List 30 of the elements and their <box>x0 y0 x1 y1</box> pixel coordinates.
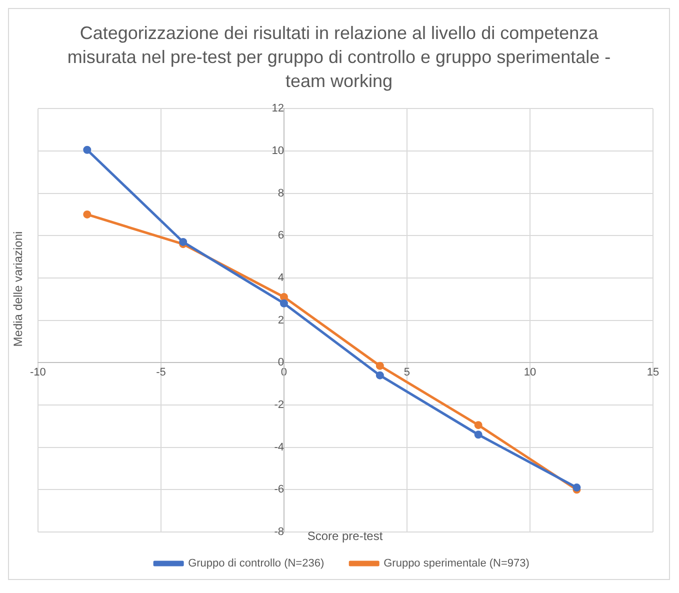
y-axis-title: Media delle variazioni <box>11 231 25 347</box>
y-tick-label: -4 <box>274 441 284 454</box>
y-tick-label: 10 <box>272 144 284 157</box>
x-tick-label: 15 <box>646 366 660 378</box>
x-tick-label: 10 <box>524 366 536 378</box>
x-tick-label: 5 <box>404 366 410 378</box>
x-tick-label: -5 <box>156 366 166 378</box>
y-tick-label: 4 <box>278 272 284 284</box>
point <box>280 293 288 302</box>
y-tick-label: -6 <box>274 484 284 496</box>
point <box>83 146 92 154</box>
point <box>83 210 92 218</box>
x-axis-title: Score pre-test <box>307 529 383 543</box>
y-tick-label: 2 <box>278 314 284 326</box>
x-tick-label: -10 <box>30 366 46 378</box>
y-tick-label: 0 <box>278 356 284 369</box>
y-tick-label: 12 <box>272 102 284 115</box>
legend-label: Gruppo sperimentale (N=973) <box>384 558 530 570</box>
point <box>280 299 288 308</box>
y-tick-label: 6 <box>278 230 284 242</box>
point <box>376 371 384 380</box>
point <box>179 238 188 246</box>
y-tick-label: -8 <box>274 526 284 538</box>
legend-label: Gruppo di controllo (N=236) <box>188 558 324 570</box>
point <box>376 362 384 370</box>
y-tick-label: 8 <box>278 187 284 200</box>
chart-title: Categorizzazione dei risultati in relazione al livello di competenza misurata nel pre-test per gruppo di controllo e gruppo sperimentale - team working <box>66 22 612 93</box>
y-tick-label: -2 <box>274 399 284 412</box>
point <box>474 430 482 439</box>
point <box>474 421 482 430</box>
